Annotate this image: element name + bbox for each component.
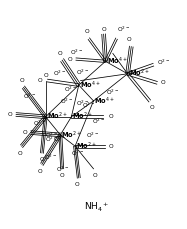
Text: Mo$^{2+}$: Mo$^{2+}$ bbox=[47, 111, 67, 123]
Text: Mo$^{2+}$: Mo$^{2+}$ bbox=[128, 68, 149, 79]
Text: O: O bbox=[38, 169, 42, 174]
Text: O: O bbox=[101, 27, 106, 32]
Text: O$^{2-}$: O$^{2-}$ bbox=[70, 48, 83, 57]
Text: O$^{2-}$: O$^{2-}$ bbox=[157, 58, 170, 67]
Text: O: O bbox=[93, 173, 98, 178]
Text: O: O bbox=[18, 151, 22, 156]
Text: O$^{2-}$: O$^{2-}$ bbox=[71, 148, 85, 158]
Text: O$^{2-}$: O$^{2-}$ bbox=[44, 153, 57, 162]
Text: O$^{2-}$: O$^{2-}$ bbox=[53, 135, 66, 144]
Text: Mo$^{2+}$: Mo$^{2+}$ bbox=[61, 129, 82, 141]
Text: O: O bbox=[60, 173, 65, 178]
Text: O$^{2-}$: O$^{2-}$ bbox=[60, 96, 73, 106]
Text: Mo$^{2+}$: Mo$^{2+}$ bbox=[72, 111, 93, 123]
Text: O: O bbox=[37, 78, 42, 83]
Text: Mo$^{4+}$: Mo$^{4+}$ bbox=[80, 79, 100, 91]
Text: Mo$^{2+}$: Mo$^{2+}$ bbox=[76, 141, 96, 152]
Text: NH$_4$$^+$: NH$_4$$^+$ bbox=[85, 201, 110, 214]
Text: O$^{2-}$: O$^{2-}$ bbox=[33, 119, 46, 128]
Text: O$^{2-}$: O$^{2-}$ bbox=[56, 164, 70, 174]
Text: O$^{2-}$: O$^{2-}$ bbox=[86, 130, 99, 139]
Text: O$^{2-}$: O$^{2-}$ bbox=[76, 68, 89, 77]
Text: O$^{2-}$: O$^{2-}$ bbox=[106, 87, 119, 97]
Text: Mo$^{4+}$: Mo$^{4+}$ bbox=[94, 95, 115, 106]
Text: O$^{2-}$: O$^{2-}$ bbox=[45, 130, 59, 140]
Text: O: O bbox=[108, 114, 113, 119]
Text: O: O bbox=[127, 37, 132, 42]
Text: O$^{2-}$: O$^{2-}$ bbox=[93, 117, 106, 126]
Text: O: O bbox=[75, 182, 79, 187]
Text: O$^{2-}$: O$^{2-}$ bbox=[117, 25, 130, 34]
Text: O: O bbox=[85, 29, 89, 34]
Text: O: O bbox=[23, 130, 27, 135]
Text: O$^{2-}$: O$^{2-}$ bbox=[23, 92, 36, 101]
Text: O: O bbox=[8, 112, 13, 117]
Text: O: O bbox=[58, 51, 63, 56]
Text: O: O bbox=[108, 144, 113, 149]
Text: O$^{2-}$: O$^{2-}$ bbox=[76, 99, 89, 108]
Text: O: O bbox=[68, 57, 72, 62]
Text: O$^{2-}$: O$^{2-}$ bbox=[64, 85, 77, 94]
Text: Mo$^{4+}$: Mo$^{4+}$ bbox=[107, 56, 128, 67]
Text: O$^{2-}$: O$^{2-}$ bbox=[53, 69, 66, 78]
Text: O: O bbox=[43, 73, 48, 78]
Text: O: O bbox=[19, 78, 24, 83]
Text: O: O bbox=[40, 158, 44, 163]
Text: O$^{2-}$: O$^{2-}$ bbox=[82, 101, 96, 110]
Text: O: O bbox=[161, 80, 165, 85]
Text: O: O bbox=[149, 105, 154, 110]
Text: O$^{2-}$: O$^{2-}$ bbox=[45, 135, 59, 144]
